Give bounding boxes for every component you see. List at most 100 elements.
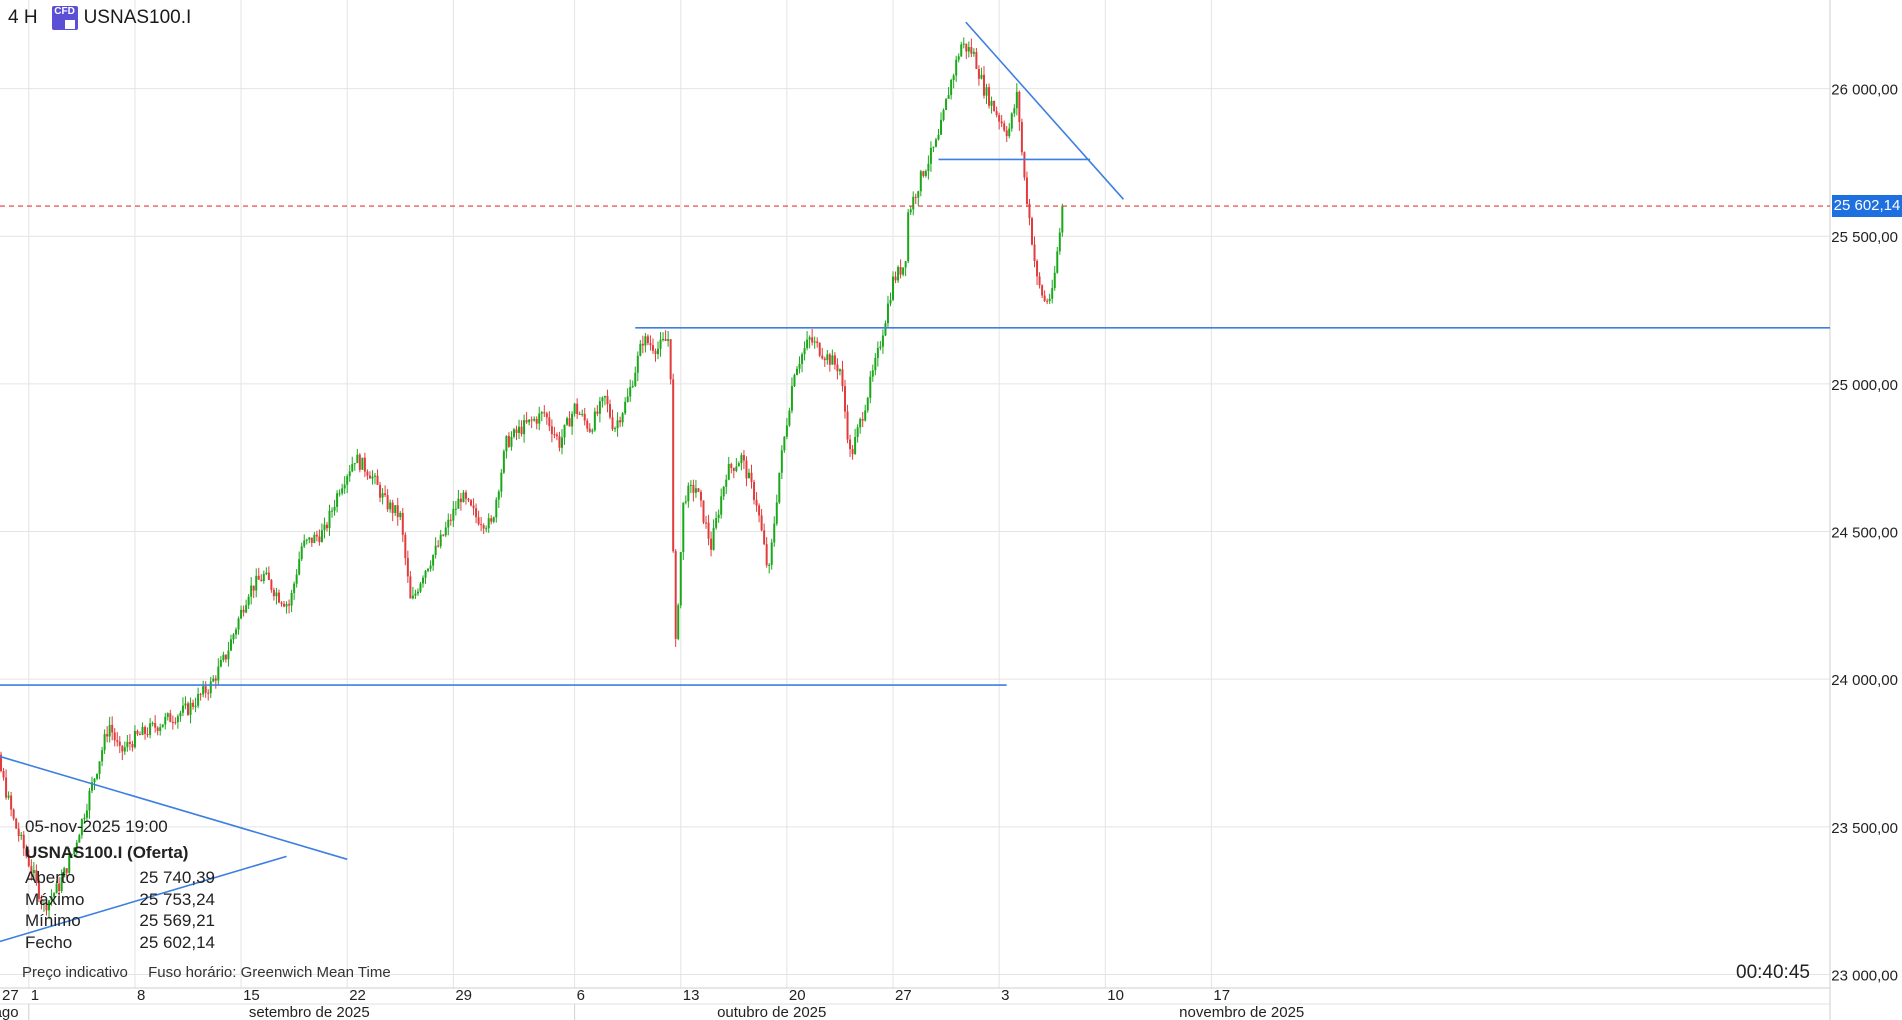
candle-body xyxy=(1008,128,1011,137)
candle-body xyxy=(854,437,857,455)
candle-body xyxy=(636,355,639,373)
candle-body xyxy=(381,493,384,498)
candlestick xyxy=(235,627,238,640)
candlestick xyxy=(449,513,452,526)
candle-body xyxy=(947,95,950,99)
candle-body xyxy=(735,466,738,471)
candlestick xyxy=(404,532,407,566)
candle-body xyxy=(429,565,432,569)
candlestick xyxy=(773,516,776,547)
candlestick xyxy=(156,726,159,736)
candlestick xyxy=(313,531,316,544)
candle-body xyxy=(566,418,569,425)
candlestick xyxy=(1008,123,1011,139)
candlestick xyxy=(657,341,660,360)
time-axis[interactable]: 1815222961320273101727agosetembro de 202… xyxy=(0,987,1304,1020)
candle-body xyxy=(538,413,541,424)
candle-body xyxy=(725,479,728,487)
candle-body xyxy=(745,460,748,479)
candlestick xyxy=(568,411,571,427)
trendlines xyxy=(0,21,1830,943)
candle-body xyxy=(720,496,723,515)
candlestick xyxy=(308,536,311,544)
candle-body xyxy=(161,724,164,728)
price-tick-label: 23 000,00 xyxy=(1831,967,1898,984)
candlestick xyxy=(866,396,869,413)
candle-body xyxy=(106,734,109,737)
candlestick xyxy=(795,365,798,376)
candle-body xyxy=(879,346,882,348)
candle-body xyxy=(619,420,622,423)
candlestick xyxy=(864,404,867,422)
candlestick xyxy=(1018,90,1021,131)
candle-body xyxy=(118,741,121,746)
candle-body xyxy=(808,337,811,340)
candlestick xyxy=(631,380,634,389)
candle-body xyxy=(409,576,412,599)
candlestick xyxy=(37,877,40,902)
candle-body xyxy=(502,451,505,473)
timezone-label[interactable]: Fuso horário: Greenwich Mean Time xyxy=(148,964,391,981)
candle-body xyxy=(437,545,440,547)
price-axis[interactable]: 23 000,00 23 500,00 24 000,00 24 500,00 25 0… xyxy=(1831,82,1898,985)
candle-body xyxy=(851,449,854,455)
candle-body xyxy=(305,539,308,541)
candle-body xyxy=(283,603,286,607)
candlestick xyxy=(785,418,788,440)
candlestick xyxy=(669,339,672,385)
candlestick xyxy=(967,41,970,58)
candlestick xyxy=(621,411,624,427)
candle-body xyxy=(631,385,634,387)
candlestick xyxy=(512,427,515,439)
candlestick xyxy=(424,569,427,584)
candle-body xyxy=(977,68,980,79)
candlestick xyxy=(919,169,922,197)
candlestick xyxy=(626,388,629,403)
candlestick xyxy=(199,692,202,701)
candlestick xyxy=(437,540,440,548)
candle-body xyxy=(603,396,606,398)
candle-body xyxy=(490,518,493,522)
candlestick xyxy=(717,509,720,523)
candlestick xyxy=(555,432,558,441)
candle-body xyxy=(601,397,604,402)
candle-body xyxy=(149,723,152,735)
candlestick xyxy=(515,425,518,441)
candle-body xyxy=(965,43,968,52)
candlestick xyxy=(219,656,222,668)
candlestick xyxy=(750,464,753,489)
candle-body xyxy=(32,870,35,874)
candle-body xyxy=(892,276,895,300)
candlestick xyxy=(606,389,609,413)
timeframe-label[interactable]: 4 H xyxy=(8,7,38,28)
day-tick-label: 3 xyxy=(1001,987,1009,1004)
candlestick xyxy=(924,169,927,178)
candlestick xyxy=(121,745,124,761)
candlestick xyxy=(88,787,91,819)
candlestick xyxy=(90,776,93,794)
candlestick xyxy=(818,342,821,358)
candle-body xyxy=(967,47,970,52)
candlestick xyxy=(176,714,179,729)
candle-body xyxy=(545,413,548,418)
candlestick xyxy=(161,724,164,728)
candlestick xyxy=(25,844,28,859)
candle-body xyxy=(416,591,419,594)
candlestick xyxy=(197,687,200,709)
candlestick xyxy=(265,567,268,576)
candle-body xyxy=(823,358,826,361)
candlestick xyxy=(159,723,162,736)
candlestick xyxy=(682,502,685,560)
candle-body xyxy=(523,420,526,435)
candlestick xyxy=(240,605,243,620)
candlestick xyxy=(1051,279,1054,304)
symbol-label[interactable]: USNAS100.I xyxy=(83,7,192,28)
candlestick xyxy=(227,641,230,667)
candle-body xyxy=(93,778,96,783)
candle-body xyxy=(361,457,364,470)
candlestick xyxy=(214,675,217,689)
candle-body xyxy=(459,498,462,503)
candlestick xyxy=(960,41,963,57)
candle-body xyxy=(702,500,705,523)
